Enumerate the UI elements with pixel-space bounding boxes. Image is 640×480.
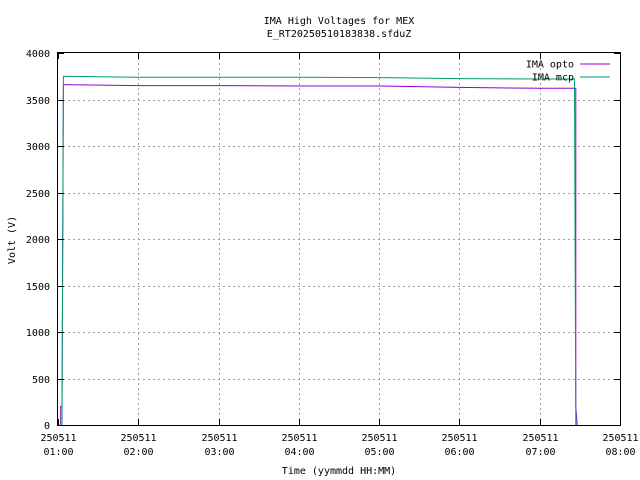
- y-tick-label: 3500: [26, 96, 50, 107]
- chart-subtitle: E_RT20250510183838.sfduZ: [267, 29, 412, 40]
- x-axis-label: Time (yymmdd HH:MM): [282, 466, 396, 477]
- x-tick-label-time: 05:00: [364, 447, 394, 458]
- legend: IMA opto IMA mcp: [526, 60, 610, 84]
- x-tick-label-time: 01:00: [43, 447, 73, 458]
- x-tick-label-date: 250511: [201, 433, 237, 444]
- x-tick-label-date: 250511: [361, 433, 397, 444]
- series-layer: [60, 75, 578, 426]
- y-tick-label: 3000: [26, 142, 50, 153]
- grid-layer: [58, 53, 620, 425]
- x-tick-label-time: 02:00: [123, 447, 153, 458]
- x-tick-label-date: 250511: [120, 433, 156, 444]
- axis-layer: 0 500 1000 1500 2000 2500 3000 3500 4000 250511 01…: [26, 49, 639, 458]
- x-tick-label-date: 250511: [281, 433, 317, 444]
- x-tick-label-time: 07:00: [525, 447, 555, 458]
- chart-title: IMA High Voltages for MEX: [264, 16, 415, 27]
- y-tick-label: 4000: [26, 49, 50, 60]
- x-tick-label-time: 08:00: [605, 447, 635, 458]
- y-tick-label: 0: [44, 421, 50, 432]
- y-tick-label: 500: [32, 375, 50, 386]
- x-tick-label-date: 250511: [441, 433, 477, 444]
- y-tick-label: 2500: [26, 189, 50, 200]
- x-tick-label-time: 03:00: [204, 447, 234, 458]
- y-tick-label: 1000: [26, 328, 50, 339]
- x-tick-label-date: 250511: [602, 433, 638, 444]
- plot-frame: [57, 52, 621, 426]
- legend-label: IMA opto: [526, 60, 574, 71]
- x-tick-label-date: 250511: [522, 433, 558, 444]
- x-tick-label-time: 06:00: [444, 447, 474, 458]
- y-tick-label: 2000: [26, 235, 50, 246]
- x-tick-label-date: 250511: [40, 433, 76, 444]
- legend-label: IMA mcp: [532, 73, 574, 84]
- x-tick-label-time: 04:00: [284, 447, 314, 458]
- y-tick-label: 1500: [26, 282, 50, 293]
- y-axis-label: Volt (V): [7, 216, 18, 264]
- series-line-2: [61, 75, 577, 426]
